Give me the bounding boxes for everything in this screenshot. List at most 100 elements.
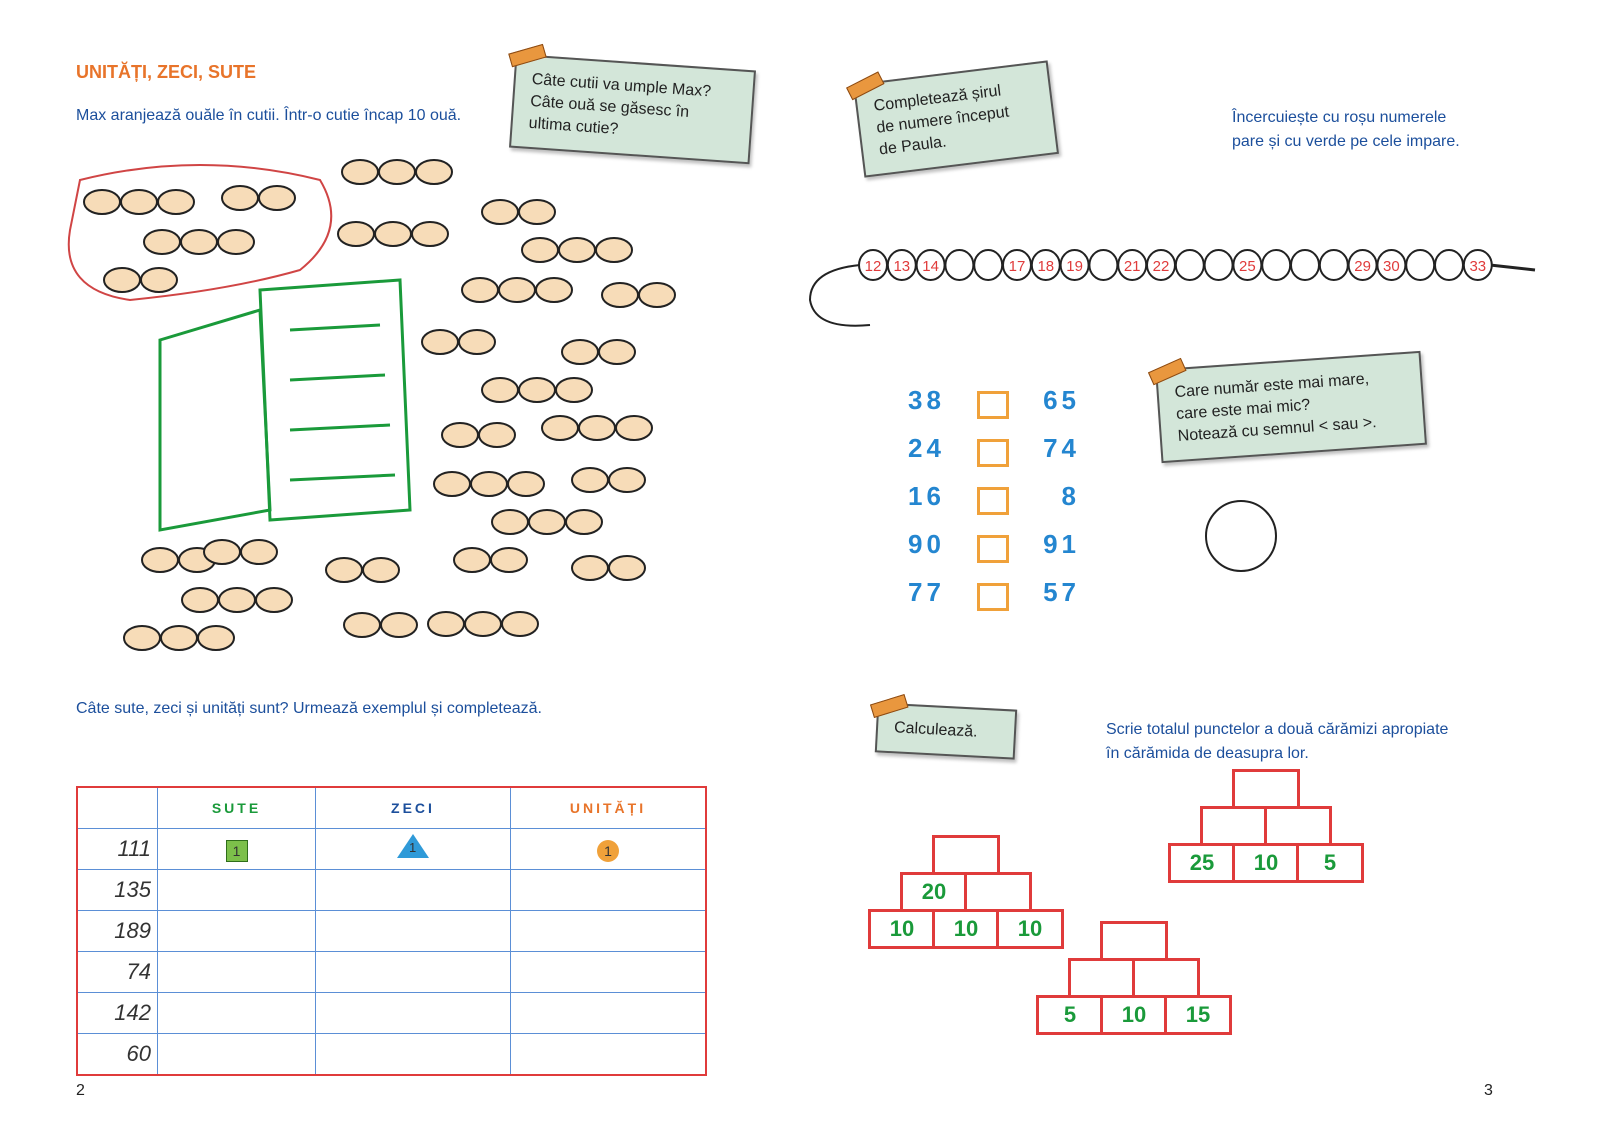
bead-note: Completează șirul de numere început de P… — [846, 60, 1059, 178]
sign-box[interactable] — [977, 583, 1009, 611]
header-unitati: UNITĂȚI — [510, 786, 707, 829]
unitati-cell[interactable]: 1 — [510, 828, 707, 870]
egg-icon — [433, 471, 471, 497]
sign-box[interactable] — [977, 439, 1009, 467]
brick[interactable] — [1132, 958, 1200, 998]
brick[interactable]: 10 — [1100, 995, 1168, 1035]
egg-icon — [255, 587, 293, 613]
page-number-left: 2 — [76, 1082, 85, 1099]
egg-icon — [608, 467, 646, 493]
table-header-row: SUTE ZECI UNITĂȚI — [76, 786, 707, 829]
egg-icon — [140, 267, 178, 293]
egg-icon — [181, 587, 219, 613]
egg-icon — [555, 377, 593, 403]
brick[interactable] — [932, 835, 1000, 875]
brick[interactable]: 10 — [932, 909, 1000, 949]
egg-icon — [571, 555, 609, 581]
sign-box[interactable] — [977, 487, 1009, 515]
egg-icon — [362, 557, 400, 583]
egg-icon — [441, 422, 479, 448]
bead — [1174, 249, 1205, 281]
square-icon: 1 — [225, 840, 248, 862]
sign-box[interactable] — [977, 391, 1009, 419]
egg-icon — [518, 377, 556, 403]
bead-number: 30 — [1383, 258, 1400, 275]
egg-group-outline — [67, 164, 333, 302]
egg-icon — [615, 415, 653, 441]
bead — [1318, 249, 1349, 281]
bead-number: 29 — [1354, 258, 1371, 275]
egg-icon — [378, 159, 416, 185]
egg-icon — [638, 282, 676, 308]
brick[interactable]: 5 — [1036, 995, 1104, 1035]
egg-icon — [478, 422, 516, 448]
egg-icon — [221, 185, 259, 211]
egg-icon — [498, 277, 536, 303]
bead — [1462, 249, 1493, 281]
brick[interactable]: 10 — [1232, 843, 1300, 883]
bead — [1405, 249, 1436, 281]
egg-icon — [141, 547, 179, 573]
sign-box[interactable] — [977, 535, 1009, 563]
header-sute: SUTE — [157, 786, 316, 829]
brick[interactable]: 15 — [1164, 995, 1232, 1035]
egg-icon — [528, 509, 566, 535]
egg-icon — [343, 612, 381, 638]
brick[interactable]: 10 — [868, 909, 936, 949]
brick[interactable] — [1068, 958, 1136, 998]
egg-icon — [491, 509, 529, 535]
egg-icon — [83, 189, 121, 215]
left-number: 38 — [908, 385, 945, 415]
egg-icon — [464, 611, 502, 637]
page-title: UNITĂȚI, ZECI, SUTE — [76, 62, 256, 82]
egg-icon — [325, 557, 363, 583]
bead-number: 19 — [1066, 258, 1083, 275]
egg-icon — [521, 237, 559, 263]
egg-icon — [411, 221, 449, 247]
bead-number: 33 — [1469, 258, 1486, 275]
soccer-ball-icon — [1205, 500, 1277, 572]
egg-icon — [337, 221, 375, 247]
brick[interactable]: 10 — [996, 909, 1064, 949]
egg-icon — [197, 625, 235, 651]
egg-icon — [595, 237, 633, 263]
table-row: 142 — [76, 992, 707, 1034]
egg-icon — [470, 471, 508, 497]
egg-icon — [501, 611, 539, 637]
bead — [1434, 249, 1464, 281]
bead — [1261, 249, 1292, 281]
left-number: 16 — [908, 481, 945, 511]
egg-icon — [157, 189, 195, 215]
brick[interactable]: 5 — [1296, 843, 1364, 883]
zeci-cell[interactable]: 1 — [315, 828, 511, 870]
egg-icon — [258, 185, 296, 211]
bead-number: 12 — [865, 258, 882, 275]
egg-icon — [561, 339, 599, 365]
bead — [944, 249, 975, 281]
egg-icon — [160, 625, 198, 651]
circle-icon: 1 — [597, 840, 619, 862]
brick[interactable] — [1200, 806, 1268, 846]
brick[interactable] — [1264, 806, 1332, 846]
brick[interactable]: 25 — [1168, 843, 1236, 883]
header-zeci: ZECI — [315, 786, 511, 829]
brick[interactable] — [1232, 769, 1300, 809]
bead — [1088, 249, 1119, 281]
right-number: 8 — [1061, 481, 1080, 511]
bead-number: 14 — [922, 258, 939, 275]
brick[interactable] — [964, 872, 1032, 912]
sute-cell[interactable]: 1 — [157, 828, 316, 870]
egg-icon — [490, 547, 528, 573]
left-number: 77 — [908, 577, 945, 607]
egg-icon — [218, 587, 256, 613]
egg-icon — [518, 199, 556, 225]
bead-number: 18 — [1037, 258, 1054, 275]
egg-icon — [240, 539, 278, 565]
brick[interactable]: 20 — [900, 872, 968, 912]
egg-icon — [565, 509, 603, 535]
egg-icon — [578, 415, 616, 441]
egg-icon — [507, 471, 545, 497]
brick[interactable] — [1100, 921, 1168, 961]
egg-icon — [558, 237, 596, 263]
egg-icon — [103, 267, 141, 293]
